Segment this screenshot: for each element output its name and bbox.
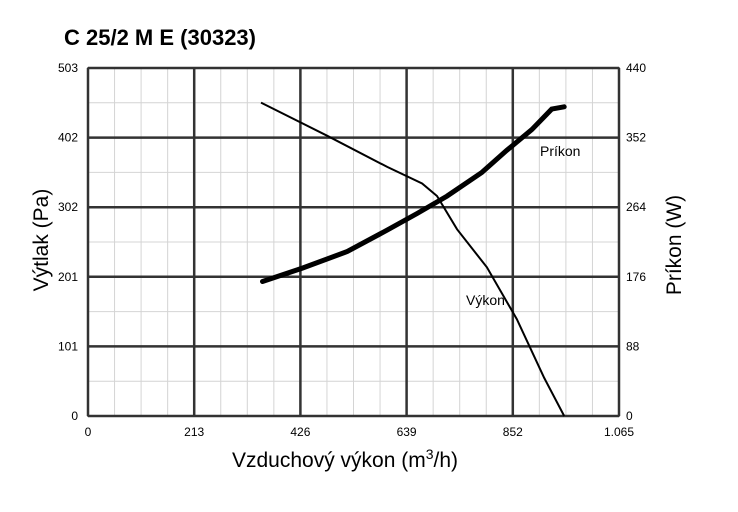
y2-axis-ticks: 0 88 176 264 352 440 (626, 61, 646, 423)
y2-tick-label: 264 (626, 200, 646, 214)
x-tick-label: 1.065 (604, 425, 634, 439)
y2-axis-label: Príkon (W) (663, 195, 686, 295)
series-label-prikon: Príkon (540, 143, 580, 159)
y2-tick-label: 352 (626, 131, 646, 145)
y2-tick-label: 0 (626, 409, 633, 423)
x-tick-label: 852 (503, 425, 523, 439)
series-line-prikon (260, 104, 567, 284)
y-axis-label: Výtlak (Pa) (30, 189, 53, 292)
chart-title: C 25/2 M E (30323) (64, 25, 256, 50)
y2-tick-label: 176 (626, 270, 646, 284)
y-tick-label: 402 (58, 131, 78, 145)
y-tick-label: 503 (58, 61, 78, 75)
y2-tick-label: 88 (626, 339, 640, 353)
y-tick-label: 0 (71, 409, 78, 423)
x-axis-label: Vzduchový výkon (m3/h) (232, 446, 458, 472)
x-tick-label: 426 (290, 425, 310, 439)
series-label-vykon: Výkon (466, 292, 505, 308)
series-line-vykon (260, 101, 566, 417)
x-axis-ticks: 0 213 426 639 852 1.065 (85, 425, 635, 439)
y2-tick-label: 440 (626, 61, 646, 75)
x-tick-label: 213 (184, 425, 204, 439)
y-tick-label: 101 (58, 339, 78, 353)
y-axis-ticks: 0 101 201 302 402 503 (58, 61, 78, 423)
x-tick-label: 639 (397, 425, 417, 439)
x-tick-label: 0 (85, 425, 92, 439)
y-tick-label: 302 (58, 200, 78, 214)
y-tick-label: 201 (58, 270, 78, 284)
plot-frame (87, 67, 620, 417)
